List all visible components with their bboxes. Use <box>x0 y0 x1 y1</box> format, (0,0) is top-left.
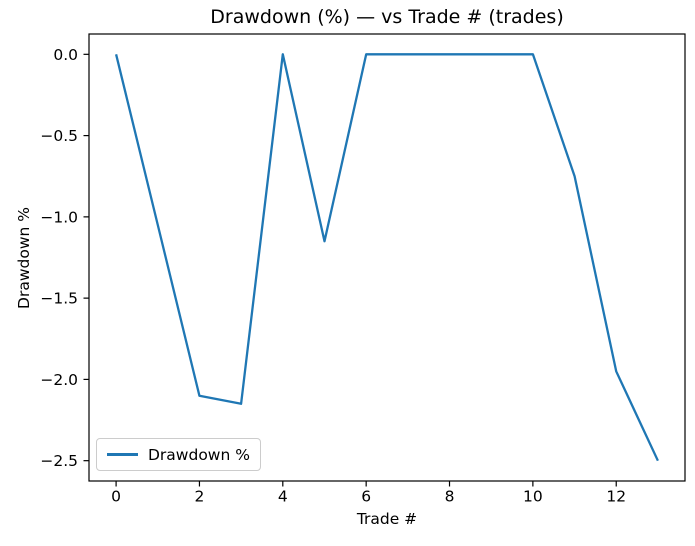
y-tick-label: −2.0 <box>40 371 78 389</box>
x-axis-label: Trade # <box>356 510 418 528</box>
x-tick-label: 10 <box>523 488 543 506</box>
chart-title: Drawdown (%) — vs Trade # (trades) <box>210 6 564 28</box>
y-tick-label: −1.5 <box>40 290 78 308</box>
x-tick-label: 4 <box>278 488 288 506</box>
legend-series-label: Drawdown % <box>148 445 250 464</box>
x-tick-label: 6 <box>361 488 371 506</box>
drawdown-line <box>114 53 659 462</box>
axes-frame <box>88 33 686 482</box>
x-tick-label: 2 <box>195 488 205 506</box>
y-tick-label: 0.0 <box>53 46 78 64</box>
x-tick-label: 8 <box>445 488 455 506</box>
y-tick-label: −2.5 <box>40 452 78 470</box>
x-tick-label: 12 <box>606 488 626 506</box>
x-tick-label: 0 <box>111 488 121 506</box>
y-tick-label: −0.5 <box>40 127 78 145</box>
legend-line-sample <box>107 453 138 456</box>
y-axis-label: Drawdown % <box>15 207 33 309</box>
legend: Drawdown % <box>96 438 261 471</box>
y-tick-label: −1.0 <box>40 208 78 226</box>
